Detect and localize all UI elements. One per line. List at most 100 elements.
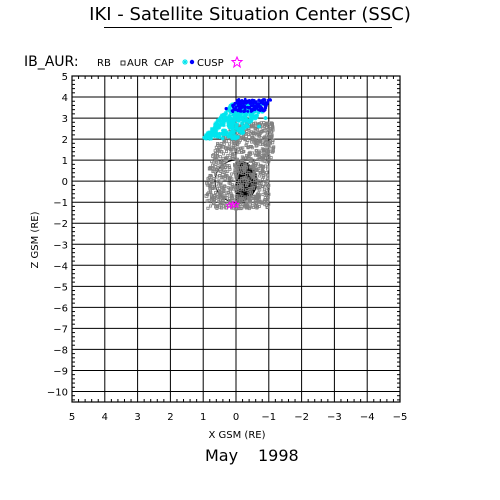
aur-point: [270, 121, 274, 125]
asterisk-stroke: [229, 117, 234, 121]
aur-point: [258, 139, 262, 143]
aur-point: [254, 148, 258, 152]
cusp-point: [257, 98, 261, 102]
aur-point: [219, 169, 223, 173]
aur-point: [242, 198, 246, 202]
aur-point: [205, 199, 209, 203]
aur-point: [214, 165, 218, 169]
aur-point: [251, 151, 255, 155]
aur-point: [233, 145, 237, 149]
aur-point: [218, 155, 222, 159]
aur-point: [244, 143, 248, 147]
cap-point: [220, 136, 225, 141]
aur-point: [225, 174, 229, 178]
cap-point: [214, 128, 219, 133]
cap-point: [207, 132, 212, 137]
asterisk-stroke: [217, 135, 222, 139]
aur-point: [253, 153, 257, 157]
y-tick-label: −10: [47, 387, 68, 398]
aur-point: [220, 172, 225, 177]
aur-point: [250, 140, 254, 144]
aur-point: [268, 145, 272, 149]
page-title: IKI - Satellite Situation Center (SSC): [89, 4, 411, 25]
cusp-point: [235, 99, 239, 103]
x-tick-label: −2: [294, 412, 309, 423]
aur-point: [262, 121, 266, 125]
aur-point: [213, 159, 217, 163]
aur-point: [261, 193, 265, 197]
asterisk-stroke: [241, 130, 246, 135]
legend-label: CAP: [154, 58, 174, 69]
aur-point: [249, 193, 253, 197]
cap-point: [220, 122, 225, 127]
cap-point: [242, 126, 247, 131]
aur-point: [220, 150, 224, 154]
aur-point: [218, 190, 222, 194]
aur-point: [224, 157, 228, 161]
aur-point: [241, 159, 245, 163]
aur-point: [261, 143, 265, 147]
y-tick-label: −6: [53, 303, 68, 314]
aur-point: [267, 183, 271, 187]
aur-point: [261, 171, 265, 175]
aur-point: [240, 183, 244, 187]
aur-point: [243, 181, 247, 185]
aur-point: [233, 164, 237, 168]
aur-point: [272, 145, 276, 149]
y-tick-label: −3: [53, 240, 68, 251]
aur-point: [221, 145, 225, 149]
aur-point: [236, 202, 240, 206]
aur-point: [236, 168, 240, 172]
cap-point: [238, 126, 243, 131]
aur-point: [236, 189, 240, 193]
asterisk-stroke: [182, 59, 188, 65]
aur-point: [226, 153, 230, 157]
aur-point: [231, 184, 235, 188]
y-tick-label: 4: [62, 93, 68, 104]
asterisk-stroke: [231, 113, 235, 117]
aur-point: [261, 185, 265, 189]
aur-point: [225, 149, 229, 153]
cap-point: [227, 105, 232, 110]
legend-cusp-marker: [189, 59, 195, 65]
asterisk-stroke: [250, 116, 254, 121]
cap-point: [217, 134, 222, 139]
cusp-point: [269, 98, 272, 102]
cap-point: [248, 113, 253, 118]
aur-point: [240, 192, 244, 196]
y-tick-label: −5: [53, 282, 68, 293]
aur-point: [260, 201, 264, 205]
aur-point: [265, 171, 269, 175]
cusp-point: [246, 110, 250, 113]
aur-point: [210, 160, 214, 164]
aur-point: [240, 135, 244, 139]
aur-point: [265, 192, 269, 196]
aur-point: [263, 179, 267, 183]
asterisk-stroke: [228, 124, 233, 128]
cusp-point: [240, 105, 243, 109]
aur-point: [234, 175, 238, 179]
aur-point: [247, 135, 252, 139]
aur-point: [213, 149, 217, 153]
asterisk-stroke: [240, 121, 244, 126]
cap-point: [232, 130, 237, 135]
aur-point: [250, 184, 254, 188]
asterisk-stroke: [224, 115, 229, 120]
title-underline: [104, 27, 392, 28]
asterisk-stroke: [241, 118, 245, 123]
star-point: [225, 201, 234, 210]
cap-point: [240, 121, 245, 126]
cusp-point: [266, 100, 270, 104]
dataset-label: IB_AUR:: [24, 54, 79, 70]
aur-point: [224, 139, 229, 144]
aur-point: [215, 206, 219, 210]
aur-point: [243, 176, 247, 180]
aur-point: [254, 195, 258, 199]
aur-point: [221, 159, 225, 163]
y-tick-label: −2: [53, 219, 68, 230]
asterisk-stroke: [222, 128, 227, 133]
aur-point: [222, 140, 226, 144]
cusp-point: [231, 103, 235, 108]
legend-star-marker: [230, 55, 244, 69]
cap-point: [236, 118, 241, 123]
